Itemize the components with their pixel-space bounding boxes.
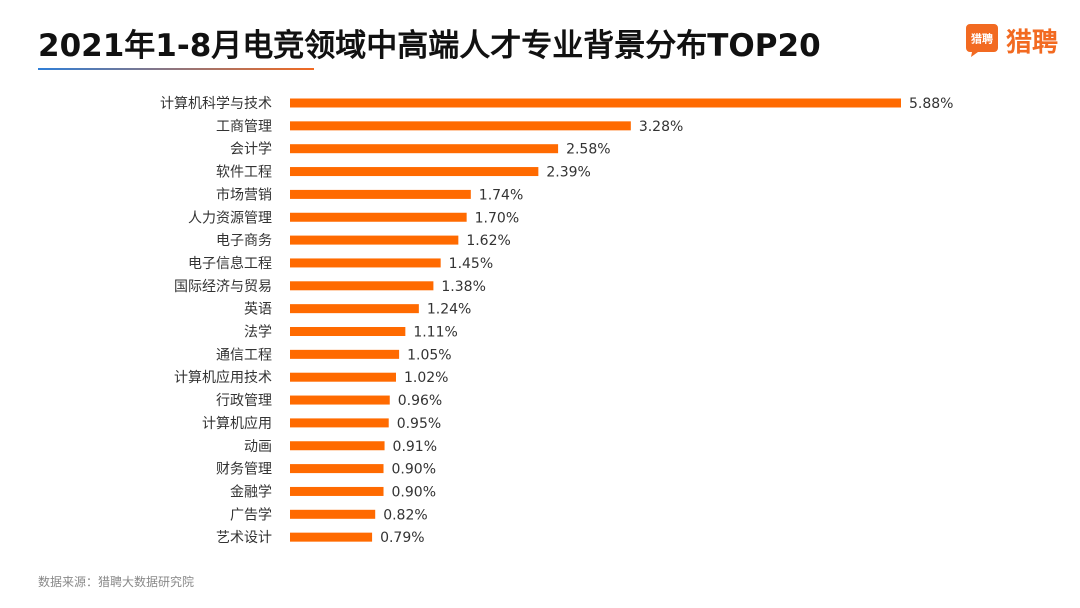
bar <box>290 235 459 245</box>
value-label: 0.90% <box>392 484 436 500</box>
category-label: 财务管理 <box>216 462 272 478</box>
value-label: 2.58% <box>566 142 610 158</box>
bar <box>290 532 373 542</box>
value-label: 1.11% <box>413 325 457 341</box>
value-label: 0.96% <box>398 393 442 409</box>
value-label: 1.74% <box>479 187 523 203</box>
category-label: 会计学 <box>230 142 272 158</box>
bar <box>290 189 471 199</box>
title-underline <box>38 68 314 70</box>
bar <box>290 372 396 382</box>
value-label: 0.79% <box>380 530 424 546</box>
category-label: 国际经济与贸易 <box>174 279 272 295</box>
bar <box>290 304 419 314</box>
category-labels: 计算机科学与技术工商管理会计学软件工程市场营销人力资源管理电子商务电子信息工程国… <box>160 96 272 546</box>
value-labels: 5.88% 3.28% 2.58% 2.39% 1.74% 1.70% 1.62% 1.45%… <box>380 96 953 546</box>
value-label: 0.82% <box>383 507 427 523</box>
value-label: 1.70% <box>475 210 519 226</box>
category-label: 广告学 <box>230 507 272 523</box>
value-label: 1.05% <box>407 347 451 363</box>
value-label: 1.02% <box>404 370 448 386</box>
bar <box>290 167 539 177</box>
category-label: 艺术设计 <box>216 530 272 546</box>
category-label: 计算机应用 <box>202 415 272 432</box>
liepin-logo-icon: 猎聘 <box>965 24 998 57</box>
value-label: 1.38% <box>441 279 485 295</box>
brand-logo-group: 猎聘 猎聘 <box>964 20 1058 60</box>
bars <box>290 98 901 542</box>
category-label: 电子信息工程 <box>188 255 272 272</box>
category-label: 英语 <box>244 301 272 318</box>
category-label: 动画 <box>244 439 272 455</box>
bar <box>290 281 434 291</box>
category-label: 计算机科学与技术 <box>160 96 272 112</box>
bar <box>290 464 384 474</box>
bar-chart: 计算机科学与技术工商管理会计学软件工程市场营销人力资源管理电子商务电子信息工程国… <box>160 96 953 546</box>
category-label: 计算机应用技术 <box>174 369 272 386</box>
brand-logo-text: 猎聘 <box>971 32 993 46</box>
value-label: 1.45% <box>449 256 493 272</box>
category-label: 市场营销 <box>216 186 272 203</box>
value-label: 5.88% <box>909 96 953 112</box>
bar <box>290 418 389 428</box>
bar <box>290 98 901 108</box>
bar <box>290 486 384 496</box>
value-label: 1.24% <box>427 302 471 318</box>
value-label: 0.90% <box>392 462 436 478</box>
data-source-note: 数据来源：猎聘大数据研究院 <box>38 575 195 589</box>
category-label: 通信工程 <box>216 347 272 363</box>
bar <box>290 144 559 154</box>
value-label: 2.39% <box>546 165 590 181</box>
category-label: 行政管理 <box>216 393 272 409</box>
bar <box>290 441 385 451</box>
value-label: 0.91% <box>393 439 437 455</box>
category-label: 软件工程 <box>216 165 272 181</box>
bar <box>290 327 406 336</box>
category-label: 工商管理 <box>216 119 272 135</box>
page-title: 2021年1-8月电竞领域中高端人才专业背景分布TOP20 <box>38 28 821 64</box>
value-label: 1.62% <box>466 233 510 249</box>
bar <box>290 258 441 268</box>
category-label: 法学 <box>244 325 272 341</box>
category-label: 金融学 <box>230 484 272 500</box>
bar <box>290 349 400 359</box>
category-label: 人力资源管理 <box>188 210 272 226</box>
category-label: 电子商务 <box>216 233 272 249</box>
bar <box>290 121 631 131</box>
bar <box>290 212 467 222</box>
bar <box>290 509 376 519</box>
value-label: 0.95% <box>397 416 441 432</box>
brand-name: 猎聘 <box>1005 27 1058 58</box>
value-label: 3.28% <box>639 119 683 135</box>
bar <box>290 395 390 405</box>
